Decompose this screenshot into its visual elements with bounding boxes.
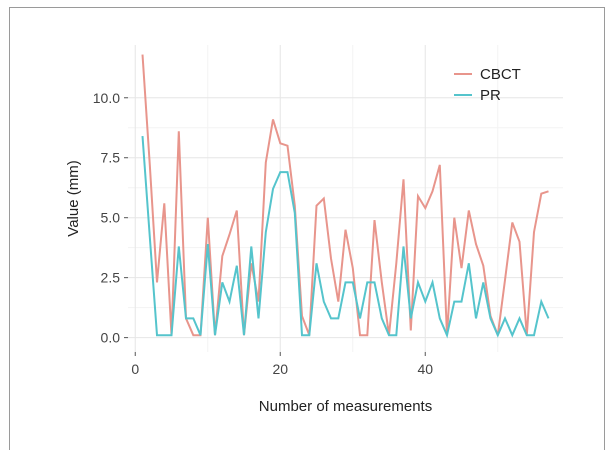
series-line-pr	[141, 136, 550, 339]
y-axis-label: Value (mm)	[65, 160, 82, 236]
y-tick-label: 7.5	[101, 150, 121, 166]
y-axis-ticks: 0.0 2.5 5.0 7.5 10.0	[93, 90, 128, 346]
legend: CBCT PR	[454, 66, 521, 104]
x-axis-label: Number of measurements	[259, 398, 432, 415]
x-axis-ticks: 0 20 40	[131, 352, 433, 377]
y-tick-label: 2.5	[101, 270, 121, 286]
grid	[128, 45, 563, 352]
figure-frame	[9, 7, 605, 450]
series-lines	[141, 54, 550, 339]
x-tick-label: 20	[272, 361, 288, 377]
y-tick-label: 0.0	[101, 330, 121, 346]
y-tick-label: 10.0	[93, 90, 120, 106]
legend-label-cbct: CBCT	[480, 66, 521, 83]
y-tick-label: 5.0	[101, 210, 121, 226]
x-tick-label: 0	[131, 361, 139, 377]
series-line-cbct	[141, 54, 549, 337]
legend-label-pr: PR	[480, 87, 501, 104]
x-tick-label: 40	[417, 361, 433, 377]
